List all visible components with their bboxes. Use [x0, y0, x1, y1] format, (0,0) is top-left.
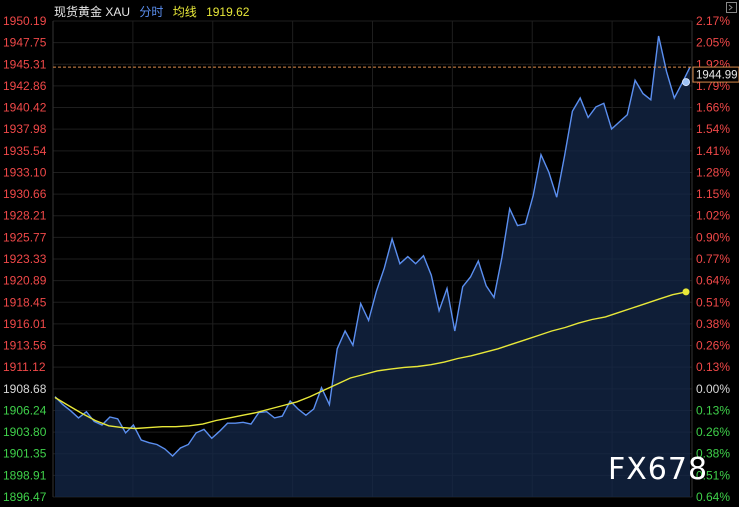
- instrument-name: 现货黄金 XAU: [54, 5, 131, 19]
- pct-tick-label: 1.41%: [696, 144, 730, 158]
- y-tick-label: 1916.01: [3, 317, 47, 331]
- pct-tick-label: 0.38%: [696, 447, 730, 461]
- y-tick-label: 1903.80: [3, 425, 47, 439]
- y-tick-label: 1942.86: [3, 79, 47, 93]
- y-tick-label: 1933.10: [3, 165, 47, 179]
- watermark: FX678: [608, 452, 709, 487]
- pct-tick-label: 0.38%: [696, 317, 730, 331]
- avg-label: 均线: [172, 5, 197, 19]
- average-line: [54, 291, 687, 430]
- pct-tick-label: 0.26%: [696, 425, 730, 439]
- price-tag-box: [692, 66, 739, 83]
- expand-icon[interactable]: [726, 2, 737, 13]
- average-end-dot: [682, 288, 690, 296]
- pct-tick-label: 0.13%: [696, 360, 730, 374]
- y-tick-label: 1928.21: [3, 209, 47, 223]
- pct-tick-label: 0.00%: [696, 382, 730, 396]
- pct-tick-label: 0.77%: [696, 252, 730, 266]
- y-tick-label: 1918.45: [3, 295, 47, 309]
- avg-value: 1919.62: [206, 5, 250, 19]
- price-area: [55, 36, 690, 497]
- chart-header: 现货黄金 XAU 分时 均线 1919.62: [54, 3, 255, 20]
- y-tick-label: 1908.68: [3, 382, 47, 396]
- y-tick-label: 1940.42: [3, 101, 47, 115]
- price-tag-text: 1944.99: [696, 70, 738, 82]
- pct-tick-label: 0.26%: [696, 339, 730, 353]
- y-tick-label: 1920.89: [3, 274, 47, 288]
- price-line: [54, 35, 691, 457]
- y-tick-label: 1925.77: [3, 230, 47, 244]
- y-tick-label: 1913.56: [3, 339, 47, 353]
- pct-tick-label: 0.13%: [696, 403, 730, 417]
- pct-tick-label: 0.64%: [696, 274, 730, 288]
- pct-tick-label: 1.15%: [696, 187, 730, 201]
- pct-tick-label: 1.66%: [696, 101, 730, 115]
- pct-tick-label: 0.90%: [696, 230, 730, 244]
- y-tick-label: 1911.12: [3, 360, 46, 374]
- y-tick-label: 1923.33: [3, 252, 47, 266]
- pct-tick-label: 2.05%: [696, 36, 730, 50]
- pct-tick-label: 0.51%: [696, 468, 730, 482]
- pct-tick-label: 0.51%: [696, 295, 730, 309]
- y-tick-label: 1947.75: [3, 36, 47, 50]
- y-tick-label: 1898.91: [3, 468, 47, 482]
- pct-tick-label: 2.17%: [696, 14, 730, 28]
- mode-label[interactable]: 分时: [139, 5, 164, 19]
- pct-tick-label: 1.02%: [696, 209, 730, 223]
- y-tick-label: 1945.31: [3, 57, 47, 71]
- y-tick-label: 1901.35: [3, 447, 47, 461]
- pct-tick-label: 1.28%: [696, 165, 730, 179]
- y-tick-label: 1896.47: [3, 490, 47, 504]
- y-tick-label: 1935.54: [3, 144, 47, 158]
- last-price-dot: [682, 78, 690, 87]
- pct-tick-label: 1.54%: [696, 122, 730, 136]
- y-tick-label: 1950.19: [3, 14, 47, 28]
- y-tick-label: 1937.98: [3, 122, 47, 136]
- y-tick-label: 1906.24: [3, 403, 47, 417]
- pct-tick-label: 0.64%: [696, 490, 730, 504]
- y-tick-label: 1930.66: [3, 187, 47, 201]
